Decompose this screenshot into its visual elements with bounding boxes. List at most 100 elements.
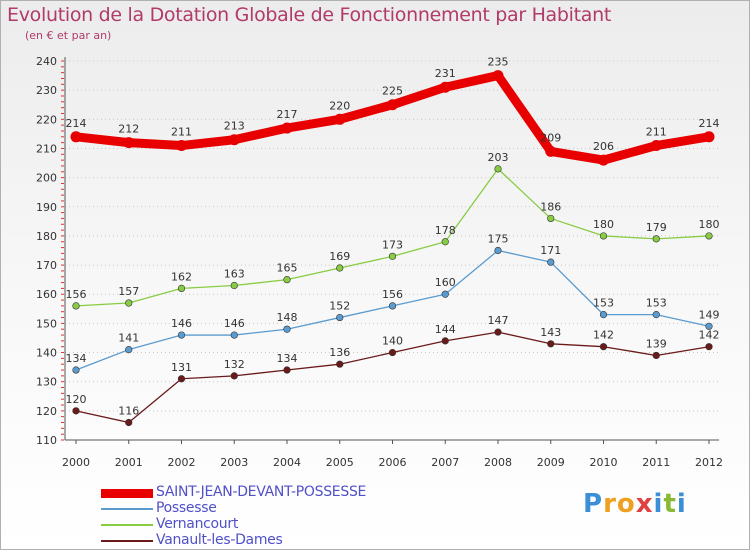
data-point <box>283 276 291 284</box>
data-point <box>650 140 662 152</box>
data-point <box>705 322 713 330</box>
data-label: 132 <box>224 358 245 371</box>
data-label: 178 <box>435 224 456 237</box>
data-point <box>547 258 555 266</box>
data-label: 116 <box>118 405 139 418</box>
data-point <box>283 366 291 374</box>
data-point <box>228 134 240 146</box>
data-label: 169 <box>329 250 350 263</box>
y-tick-label: 240 <box>36 55 57 68</box>
data-point <box>283 325 291 333</box>
y-tick-label: 170 <box>36 259 57 272</box>
y-tick-label: 220 <box>36 113 57 126</box>
data-point <box>72 302 80 310</box>
logo-letter: o <box>616 489 636 519</box>
data-point <box>494 246 502 255</box>
data-label: 160 <box>435 276 456 289</box>
data-point <box>652 351 660 360</box>
data-label: 165 <box>277 262 298 275</box>
legend-swatch <box>101 488 153 498</box>
data-point <box>70 131 82 143</box>
x-tick-label: 2005 <box>326 456 354 469</box>
data-label: 212 <box>118 123 139 136</box>
data-point <box>336 313 344 322</box>
legend-label: Vanault-les-Dames <box>156 532 283 548</box>
data-point <box>125 299 133 307</box>
data-label: 235 <box>488 56 509 69</box>
data-point <box>703 131 715 143</box>
data-label: 140 <box>382 335 403 348</box>
data-label: 180 <box>593 218 614 231</box>
data-label: 163 <box>224 267 245 280</box>
data-label: 186 <box>540 200 561 213</box>
data-label: 171 <box>540 244 561 257</box>
data-point <box>336 264 344 272</box>
data-label: 220 <box>329 99 350 112</box>
x-tick-label: 2000 <box>62 456 90 469</box>
data-label: 179 <box>646 221 667 234</box>
axes <box>61 57 719 444</box>
y-tick-label: 190 <box>36 201 57 214</box>
data-point <box>334 113 346 125</box>
logo-letter: r <box>603 489 617 519</box>
data-label: 214 <box>66 117 87 130</box>
data-label: 141 <box>118 332 139 345</box>
data-label: 203 <box>488 151 509 164</box>
data-point <box>177 331 186 339</box>
data-label: 162 <box>171 270 192 283</box>
tick-labels: 110 120 130 140 150 160 170 180 190 200 210 220 230 2… <box>36 55 723 469</box>
data-point <box>547 214 555 223</box>
proxiti-logo: Proxiti <box>583 489 687 519</box>
data-label: 146 <box>224 317 245 330</box>
data-point <box>441 290 449 298</box>
legend-swatch <box>101 540 153 542</box>
logo-letter: i <box>676 489 687 519</box>
y-tick-label: 130 <box>36 376 57 389</box>
data-point <box>545 145 557 157</box>
data-label: 211 <box>646 126 667 139</box>
data-label: 156 <box>66 288 87 301</box>
data-label: 225 <box>382 85 403 98</box>
data-point <box>705 343 713 351</box>
y-tick-label: 160 <box>36 288 57 301</box>
data-point <box>388 348 397 357</box>
x-tick-label: 2004 <box>273 456 301 469</box>
legend-swatch <box>101 524 153 526</box>
data-label: 136 <box>329 346 350 359</box>
data-label: 214 <box>699 117 720 130</box>
data-label: 209 <box>540 131 561 144</box>
data-point <box>177 375 186 383</box>
logo-letter: t <box>663 489 677 519</box>
data-point <box>281 122 293 134</box>
data-label: 139 <box>646 337 667 350</box>
data-point <box>388 302 397 310</box>
x-tick-label: 2007 <box>431 456 459 469</box>
data-point <box>125 346 133 354</box>
data-label: 147 <box>488 314 509 327</box>
data-point <box>388 252 397 260</box>
x-tick-label: 2009 <box>537 456 565 469</box>
data-point <box>652 311 660 319</box>
legend-label: Vernancourt <box>156 516 239 532</box>
x-tick-label: 2001 <box>115 456 143 469</box>
data-point <box>230 331 238 339</box>
x-tick-label: 2010 <box>590 456 618 469</box>
legend-label: SAINT-JEAN-DEVANT-POSSESSE <box>156 484 367 500</box>
x-tick-label: 2012 <box>695 456 723 469</box>
data-label: 142 <box>593 329 614 342</box>
data-point <box>72 366 80 374</box>
data-point <box>439 81 451 93</box>
x-tick-label: 2011 <box>642 456 670 469</box>
data-label: 231 <box>435 67 456 80</box>
data-label: 144 <box>435 323 456 336</box>
data-point <box>230 372 238 380</box>
data-label: 148 <box>277 311 298 324</box>
data-point <box>598 154 609 166</box>
x-tick-label: 2003 <box>220 456 248 469</box>
data-label: 134 <box>66 352 87 365</box>
data-point <box>652 235 660 243</box>
data-point <box>599 311 608 319</box>
series-lines <box>70 70 715 427</box>
